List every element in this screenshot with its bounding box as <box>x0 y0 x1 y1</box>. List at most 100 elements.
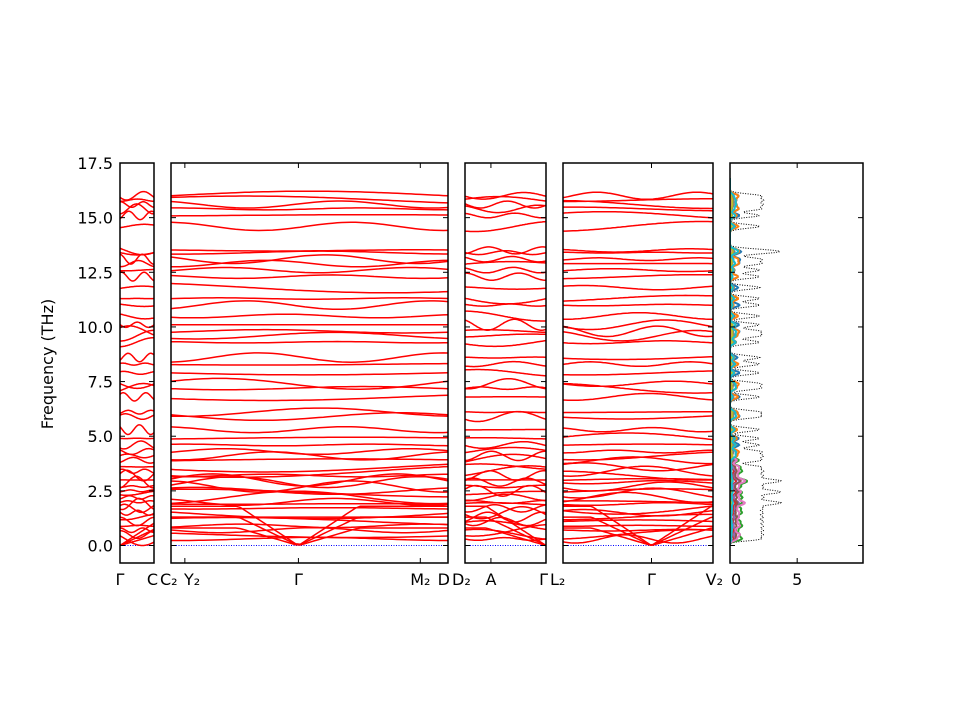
band-line <box>465 267 546 272</box>
y-tick-label: 5.0 <box>88 427 113 446</box>
band-group <box>563 192 713 545</box>
band-line <box>120 501 154 503</box>
band-line <box>120 414 154 420</box>
band-line <box>171 201 448 208</box>
x-tick-label: Y₂ <box>183 570 200 589</box>
band-line <box>563 433 713 440</box>
band-line <box>465 334 546 337</box>
band-group <box>465 193 546 546</box>
band-line <box>120 496 154 499</box>
band-line <box>563 286 713 290</box>
band-group <box>120 192 154 546</box>
band-line <box>563 269 713 272</box>
band-line <box>465 330 546 333</box>
band-line <box>171 444 448 446</box>
band-line <box>563 416 713 419</box>
band-line <box>171 301 448 309</box>
band-line <box>171 533 448 537</box>
band-line <box>563 394 713 401</box>
x-tick-label: L₂ <box>550 570 565 589</box>
band-line <box>171 524 448 528</box>
band-line <box>120 457 154 463</box>
y-tick-label: 0.0 <box>88 537 113 556</box>
band-group <box>171 191 448 545</box>
band-line <box>563 357 713 360</box>
x-tick-label: Γ <box>294 570 303 589</box>
band-line <box>171 449 448 455</box>
band-line <box>563 450 713 453</box>
band-line <box>171 387 448 390</box>
band-line <box>465 370 546 376</box>
band-line <box>563 304 713 306</box>
dos-panel-frame <box>730 163 863 563</box>
band-line <box>563 252 713 253</box>
band-line <box>171 250 448 251</box>
band-line <box>171 342 448 343</box>
x-tick-label: V₂ <box>706 570 723 589</box>
band-line <box>171 298 448 299</box>
band-line <box>563 444 713 445</box>
band-line <box>120 272 154 281</box>
band-line <box>120 371 154 374</box>
band-line <box>563 275 713 279</box>
band-line <box>171 255 448 264</box>
band-line <box>171 353 448 362</box>
band-line <box>563 371 713 375</box>
band-line <box>465 287 546 289</box>
band-line <box>171 464 448 472</box>
x-tick-label: M₂ <box>410 570 430 589</box>
band-line <box>171 215 448 216</box>
band-line <box>120 353 154 361</box>
y-tick-label: 2.5 <box>88 482 113 501</box>
band-line <box>171 222 448 230</box>
band-line <box>563 503 713 506</box>
band-line <box>465 362 546 367</box>
band-line <box>563 520 713 522</box>
x-tick-label: D₂ <box>452 570 471 589</box>
dos-x-tick-label: 5 <box>792 570 802 589</box>
band-line <box>465 205 546 212</box>
band-line <box>120 202 154 208</box>
x-tick-label: Γ <box>116 570 125 589</box>
band-line <box>563 249 713 252</box>
band-line <box>120 469 154 473</box>
band-line <box>563 222 713 232</box>
band-line <box>563 362 713 367</box>
dos-group <box>730 178 781 545</box>
band-line <box>171 268 448 273</box>
band-line <box>465 213 546 218</box>
band-line <box>171 196 448 203</box>
y-tick-label: 10.0 <box>77 318 113 337</box>
band-line <box>171 314 448 318</box>
band-line <box>120 491 154 495</box>
band-line <box>465 201 546 208</box>
band-line <box>465 273 546 280</box>
band-line <box>563 412 713 413</box>
y-axis-label: Frequency (THz) <box>38 299 57 429</box>
band-line <box>120 224 154 227</box>
band-line <box>465 193 546 200</box>
band-line <box>171 275 448 279</box>
band-line <box>563 384 713 394</box>
y-tick-label: 15.0 <box>77 209 113 228</box>
band-line <box>120 425 154 435</box>
band-line <box>171 427 448 433</box>
band-line <box>563 320 713 330</box>
band-line <box>465 298 546 304</box>
band-line <box>465 412 546 413</box>
band-line <box>120 384 154 391</box>
band-line <box>563 212 713 218</box>
band-line <box>171 459 448 461</box>
band-line <box>563 258 713 261</box>
x-tick-label: C₂ <box>160 570 178 589</box>
band-line <box>465 341 546 347</box>
band-line <box>563 452 713 460</box>
band-line <box>465 311 546 321</box>
band-line <box>563 525 713 526</box>
band-line <box>171 395 448 400</box>
band-line <box>171 508 448 509</box>
band-line <box>171 284 448 293</box>
band-line <box>563 341 713 344</box>
band-line <box>563 381 713 386</box>
